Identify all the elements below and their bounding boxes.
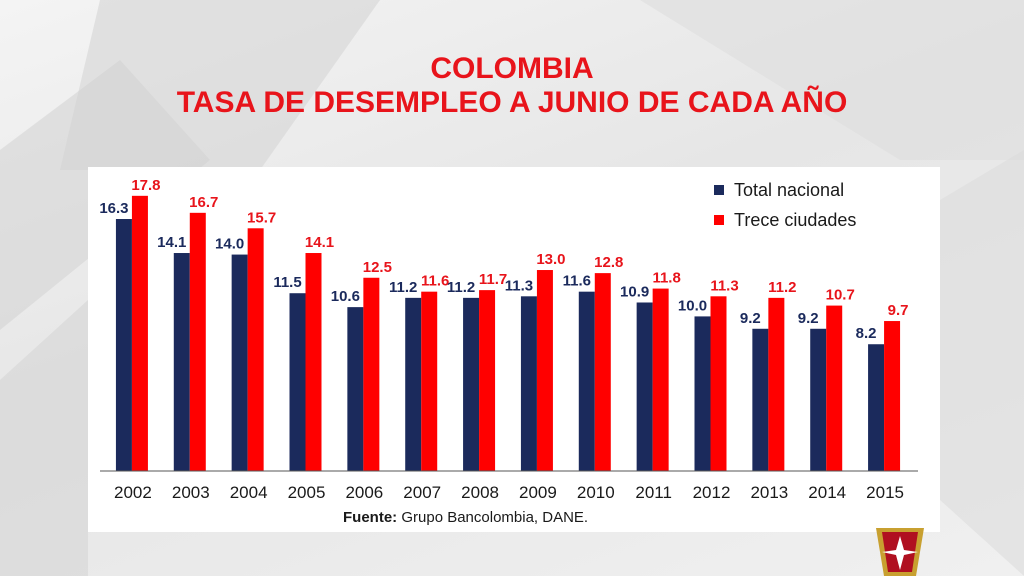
bar-trece-ciudades-2012 [710,296,727,471]
value-label-trece-ciudades-2009: 13.0 [536,251,565,268]
bar-trece-ciudades-2008 [479,290,496,471]
value-label-total-nacional-2014: 9.2 [798,310,819,327]
bar-total-nacional-2012 [694,316,711,471]
value-label-trece-ciudades-2008: 11.7 [479,271,507,288]
value-label-total-nacional-2011: 10.9 [620,283,649,300]
value-label-total-nacional-2013: 9.2 [740,310,761,327]
x-tick-label-2006: 2006 [345,483,383,502]
value-label-trece-ciudades-2014: 10.7 [826,287,855,304]
source-text: Grupo Bancolombia, DANE. [401,509,589,526]
x-tick-label-2011: 2011 [635,483,672,502]
x-tick-label-2015: 2015 [866,483,904,502]
x-tick-label-2003: 2003 [172,483,210,502]
legend: Total nacional Trece ciudades [714,180,856,230]
value-label-total-nacional-2009: 11.3 [505,277,533,294]
bar-total-nacional-2014 [810,328,827,471]
legend-swatch-trece-ciudades [714,215,724,225]
title-subject: TASA DE DESEMPLEO A JUNIO DE CADA AÑO [176,86,848,119]
value-label-total-nacional-2002: 16.3 [99,200,128,217]
value-label-trece-ciudades-2002: 17.8 [131,177,160,194]
bar-total-nacional-2013 [752,328,769,471]
title-country: COLOMBIA [430,52,594,85]
bar-trece-ciudades-2002 [131,195,148,471]
chart-panel: 16.3 17.8 14.1 16.7 14.0 15.7 11.5 14.1 10.6 12.5… [88,167,940,532]
brand-logo-icon [876,528,924,576]
legend-label-trece-ciudades: Trece ciudades [734,210,856,230]
x-tick-label-2012: 2012 [693,483,731,502]
source-label: Fuente: [343,509,398,526]
bar-trece-ciudades-2006 [363,277,380,471]
bar-total-nacional-2009 [520,296,537,471]
bar-total-nacional-2006 [347,307,364,471]
value-label-total-nacional-2006: 10.6 [331,288,360,305]
bar-trece-ciudades-2004 [247,228,264,471]
bars-group [115,195,901,471]
value-label-trece-ciudades-2013: 11.2 [768,279,796,296]
bar-trece-ciudades-2013 [768,297,785,471]
x-tick-label-2008: 2008 [461,483,499,502]
value-label-trece-ciudades-2010: 12.8 [594,254,623,271]
x-tick-label-2010: 2010 [577,483,615,502]
bar-total-nacional-2003 [173,253,190,471]
bar-total-nacional-2010 [578,291,595,471]
value-label-total-nacional-2003: 14.1 [157,234,186,251]
bar-total-nacional-2007 [405,297,422,471]
x-tick-label-2005: 2005 [288,483,326,502]
bar-trece-ciudades-2007 [421,291,438,471]
bar-chart: 16.317.8 14.1 16.7 14.015.7 11.5 14.1 10.612.5… [99,177,918,502]
x-tick-label-2002: 2002 [114,483,152,502]
value-label-trece-ciudades-2005: 14.1 [305,234,334,251]
x-tick-label-2007: 2007 [403,483,441,502]
bar-trece-ciudades-2005 [305,253,322,471]
x-tick-label-2014: 2014 [808,483,846,502]
x-tick-labels-group: 2002 2003 2004 2005 2006 2007 2008 2009 2010 2011… [114,483,904,502]
bar-total-nacional-2011 [636,302,653,471]
value-label-trece-ciudades-2004: 15.7 [247,209,276,226]
bar-trece-ciudades-2011 [652,288,669,471]
value-label-total-nacional-2004: 14.0 [215,236,244,253]
value-label-trece-ciudades-2003: 16.7 [189,194,218,211]
source-note: Fuente: Grupo Bancolombia, DANE. [343,509,693,526]
bar-total-nacional-2002 [115,219,132,471]
value-label-total-nacional-2010: 11.6 [563,273,591,290]
value-label-trece-ciudades-2007: 11.6 [421,273,449,290]
value-label-total-nacional-2012: 10.0 [678,297,707,314]
bar-trece-ciudades-2014 [826,305,843,471]
value-label-total-nacional-2007: 11.2 [389,279,417,296]
bar-total-nacional-2015 [868,344,885,471]
value-label-trece-ciudades-2011: 11.8 [652,270,680,287]
x-tick-label-2004: 2004 [230,483,268,502]
bar-trece-ciudades-2009 [536,270,553,471]
value-label-total-nacional-2015: 8.2 [856,325,877,342]
bar-trece-ciudades-2015 [884,321,901,471]
bar-total-nacional-2005 [289,293,306,471]
value-label-trece-ciudades-2012: 11.3 [710,277,738,294]
value-labels-group: 16.317.8 14.1 16.7 14.015.7 11.5 14.1 10.612.5… [99,177,908,342]
bar-trece-ciudades-2010 [594,273,611,471]
x-tick-label-2009: 2009 [519,483,557,502]
x-tick-label-2013: 2013 [750,483,788,502]
bar-total-nacional-2008 [463,297,480,471]
legend-swatch-total-nacional [714,185,724,195]
value-label-trece-ciudades-2006: 12.5 [363,259,392,276]
slide-title: COLOMBIA TASA DE DESEMPLEO A JUNIO DE CA… [0,52,1024,120]
value-label-trece-ciudades-2015: 9.7 [888,302,909,319]
value-label-total-nacional-2008: 11.2 [447,279,475,296]
legend-label-total-nacional: Total nacional [734,180,844,200]
bar-trece-ciudades-2003 [189,212,206,471]
bar-total-nacional-2004 [231,254,248,471]
value-label-total-nacional-2005: 11.5 [273,274,301,291]
